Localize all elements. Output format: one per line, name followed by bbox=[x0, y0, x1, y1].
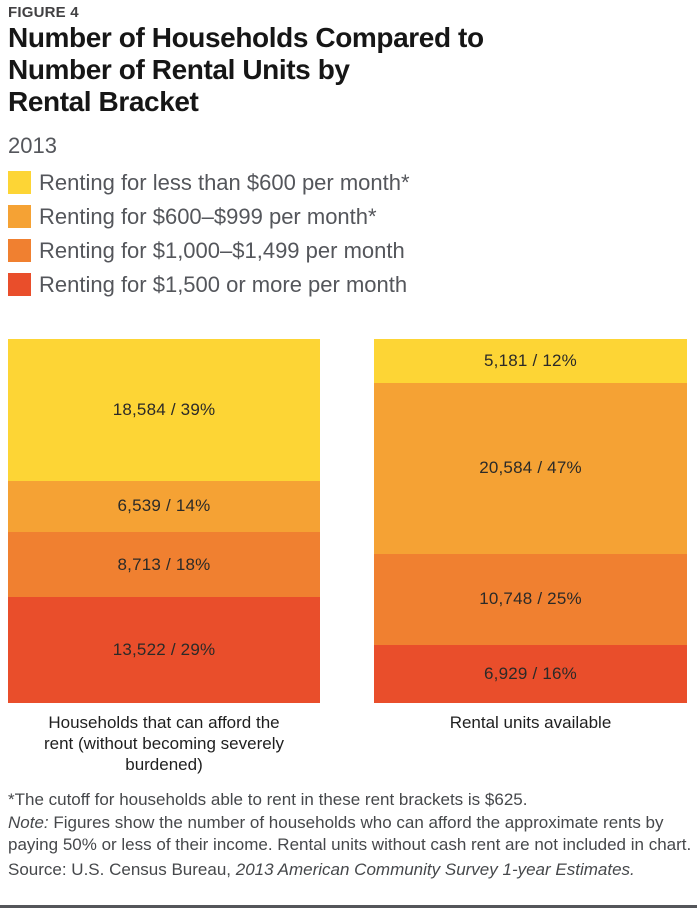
chart-legend: Renting for less than $600 per month* Ren… bbox=[8, 169, 410, 307]
footnote-note-text: Figures show the number of households wh… bbox=[8, 812, 692, 855]
legend-swatch-icon bbox=[8, 171, 31, 194]
bar-segment-label: 13,522 / 29% bbox=[112, 640, 216, 660]
figure-label: FIGURE 4 bbox=[8, 4, 79, 21]
legend-swatch-icon bbox=[8, 273, 31, 296]
legend-item-0: Renting for less than $600 per month* bbox=[8, 169, 410, 195]
legend-item-label: Renting for $600–$999 per month* bbox=[39, 203, 377, 229]
bar-segment-households-2: 8,713 / 18% bbox=[8, 531, 320, 598]
stacked-bar-households: 18,584 / 39% 6,539 / 14% 8,713 / 18% 13,522… bbox=[8, 339, 320, 703]
legend-swatch-icon bbox=[8, 205, 31, 228]
bar-segment-label: 6,929 / 16% bbox=[484, 663, 577, 683]
stacked-bar-rental-units: 5,181 / 12% 20,584 / 47% 10,748 / 25% 6,929… bbox=[374, 339, 687, 703]
bar-segment-rental-units-1: 20,584 / 47% bbox=[374, 382, 687, 554]
bar-caption-rental-units-text: Rental units available bbox=[449, 713, 612, 732]
figure-title-line-2: Number of Rental Units by bbox=[8, 54, 350, 85]
bar-segment-rental-units-0: 5,181 / 12% bbox=[374, 339, 687, 383]
legend-item-label: Renting for less than $600 per month* bbox=[39, 169, 410, 195]
bar-segment-households-1: 6,539 / 14% bbox=[8, 480, 320, 532]
bar-segment-label: 20,584 / 47% bbox=[479, 458, 582, 478]
bar-caption-households-text: Households that can afford the rent (wit… bbox=[43, 713, 284, 774]
bar-segment-rental-units-3: 6,929 / 16% bbox=[374, 644, 687, 703]
bar-segment-households-0: 18,584 / 39% bbox=[8, 339, 320, 481]
figure-title-line-1: Number of Households Compared to bbox=[8, 22, 484, 53]
legend-item-label: Renting for $1,000–$1,499 per month bbox=[39, 237, 405, 263]
bar-segment-label: 8,713 / 18% bbox=[117, 554, 211, 574]
figure-subtitle-year: 2013 bbox=[8, 133, 57, 158]
legend-item-1: Renting for $600–$999 per month* bbox=[8, 203, 410, 229]
bar-caption-rental-units: Rental units available bbox=[374, 712, 687, 733]
footnotes-block: *The cutoff for households able to rent … bbox=[8, 789, 692, 881]
bottom-rule bbox=[0, 905, 697, 908]
legend-swatch-icon bbox=[8, 239, 31, 262]
legend-item-2: Renting for $1,000–$1,499 per month bbox=[8, 237, 410, 263]
bar-segment-label: 10,748 / 25% bbox=[479, 589, 582, 609]
footnote-note-label: Note: bbox=[8, 812, 49, 832]
figure-title: Number of Households Compared to Number … bbox=[8, 22, 484, 118]
footnote-asterisk: *The cutoff for households able to rent … bbox=[8, 790, 528, 809]
bar-segment-label: 5,181 / 12% bbox=[484, 350, 577, 370]
bar-segment-label: 6,539 / 14% bbox=[117, 496, 211, 516]
bar-segment-rental-units-2: 10,748 / 25% bbox=[374, 553, 687, 645]
footnote-source: Source: U.S. Census Bureau, 2013 America… bbox=[8, 859, 692, 882]
footnote-source-title: 2013 American Community Survey 1-year Es… bbox=[235, 859, 635, 879]
footnote-note: Note: Figures show the number of househo… bbox=[8, 812, 692, 857]
figure-title-line-3: Rental Bracket bbox=[8, 86, 199, 117]
legend-item-3: Renting for $1,500 or more per month bbox=[8, 271, 410, 297]
legend-item-label: Renting for $1,500 or more per month bbox=[39, 271, 408, 297]
bar-caption-households: Households that can afford the rent (wit… bbox=[8, 712, 320, 775]
bar-segment-label: 18,584 / 39% bbox=[112, 399, 216, 419]
bar-segment-households-3: 13,522 / 29% bbox=[8, 597, 320, 703]
footnote-source-label: Source: U.S. Census Bureau, bbox=[8, 859, 236, 879]
